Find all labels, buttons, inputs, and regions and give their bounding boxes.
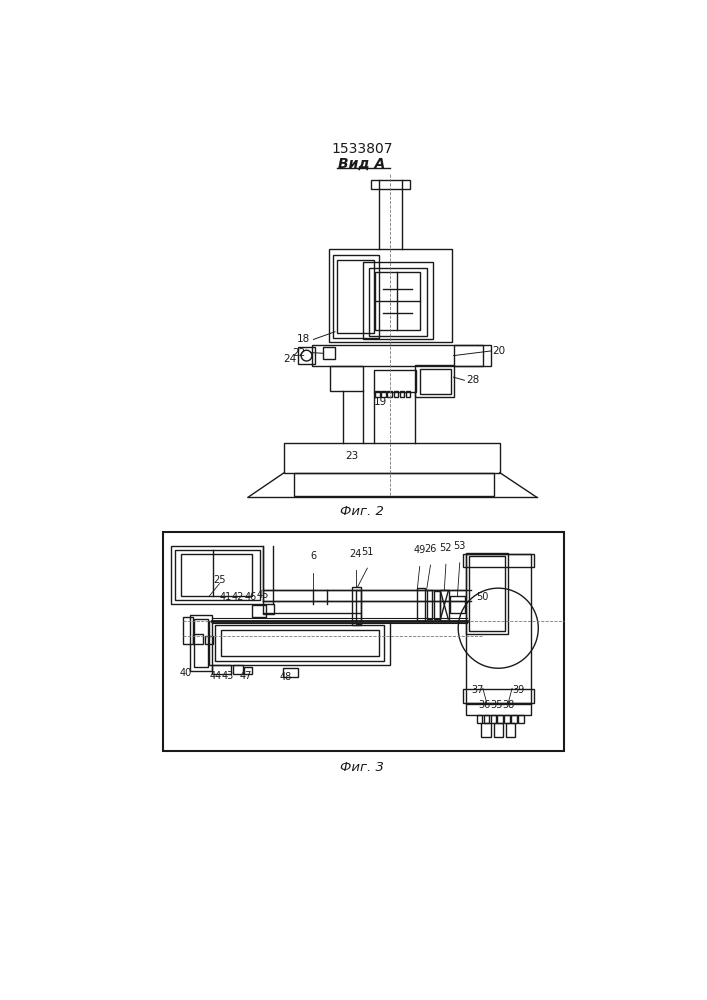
Bar: [417, 588, 425, 620]
Bar: [163, 532, 563, 751]
Text: 49: 49: [414, 545, 426, 555]
Bar: [363, 262, 433, 339]
Bar: [491, 715, 496, 723]
Bar: [518, 715, 524, 723]
Bar: [463, 689, 534, 703]
Text: Фиг. 2: Фиг. 2: [340, 505, 384, 518]
Bar: [511, 715, 517, 723]
Bar: [381, 391, 386, 397]
Bar: [426, 590, 432, 619]
Text: 47: 47: [240, 671, 252, 681]
Bar: [399, 391, 404, 397]
Text: 26: 26: [424, 544, 437, 554]
Text: 44: 44: [209, 671, 222, 681]
Bar: [194, 619, 208, 667]
Bar: [466, 553, 508, 634]
Bar: [440, 590, 449, 620]
Bar: [215, 625, 385, 661]
Bar: [333, 255, 379, 338]
Text: 40: 40: [180, 668, 192, 678]
Bar: [369, 268, 426, 336]
Bar: [356, 590, 361, 624]
Bar: [387, 391, 392, 397]
Text: 23: 23: [345, 451, 358, 461]
Text: 20: 20: [492, 346, 506, 356]
Text: Вид A: Вид A: [339, 157, 385, 171]
Text: 6: 6: [310, 551, 317, 561]
Text: 53: 53: [454, 541, 466, 551]
Bar: [466, 703, 532, 715]
Text: 46: 46: [244, 592, 257, 602]
Bar: [329, 249, 452, 342]
Bar: [504, 715, 510, 723]
Bar: [420, 369, 450, 394]
Text: Фиг. 3: Фиг. 3: [340, 761, 384, 774]
Bar: [493, 723, 503, 737]
Bar: [481, 723, 491, 737]
Bar: [484, 715, 489, 723]
Text: 50: 50: [477, 592, 489, 602]
Text: 28: 28: [466, 375, 479, 385]
Bar: [212, 665, 231, 674]
Bar: [171, 546, 264, 604]
Bar: [454, 345, 491, 366]
Bar: [294, 473, 494, 496]
Text: 39: 39: [512, 685, 525, 695]
Bar: [450, 596, 465, 613]
Bar: [175, 550, 259, 600]
Bar: [330, 366, 363, 391]
Bar: [352, 587, 361, 625]
Bar: [190, 615, 212, 671]
Bar: [469, 556, 506, 631]
Bar: [337, 260, 373, 333]
Bar: [252, 605, 266, 617]
Bar: [181, 554, 252, 596]
Bar: [233, 665, 243, 674]
Bar: [406, 391, 411, 397]
Bar: [477, 715, 482, 723]
Text: 37: 37: [472, 685, 484, 695]
Bar: [433, 591, 440, 619]
Bar: [192, 634, 204, 644]
Text: 42: 42: [232, 592, 244, 602]
Bar: [373, 370, 416, 392]
Text: 22: 22: [293, 348, 305, 358]
Bar: [264, 604, 274, 614]
Bar: [312, 345, 483, 366]
Bar: [375, 391, 380, 397]
Text: 18: 18: [296, 334, 310, 344]
Bar: [209, 620, 390, 665]
Bar: [182, 617, 193, 644]
Text: 25: 25: [214, 575, 226, 585]
Bar: [394, 391, 398, 397]
Bar: [463, 554, 534, 567]
Text: 48: 48: [279, 672, 292, 682]
Bar: [205, 636, 213, 644]
Bar: [506, 723, 515, 737]
Text: 35: 35: [491, 700, 503, 710]
Text: 51: 51: [361, 547, 373, 557]
Text: 45: 45: [257, 590, 269, 600]
Bar: [284, 443, 500, 473]
Bar: [466, 554, 532, 704]
Bar: [283, 668, 298, 677]
Bar: [221, 630, 379, 656]
Text: 19: 19: [373, 397, 387, 407]
Text: 52: 52: [440, 543, 452, 553]
Text: 1533807: 1533807: [331, 142, 392, 156]
Text: 24: 24: [284, 354, 296, 364]
Bar: [415, 365, 454, 397]
Text: 38: 38: [502, 700, 515, 710]
Bar: [298, 347, 315, 364]
Text: 24: 24: [349, 549, 362, 559]
Bar: [322, 347, 335, 359]
Bar: [375, 272, 420, 330]
Bar: [498, 715, 503, 723]
Text: 43: 43: [221, 671, 233, 681]
Bar: [244, 667, 252, 674]
Text: 36: 36: [478, 700, 491, 710]
Text: 41: 41: [220, 592, 232, 602]
Bar: [371, 180, 409, 189]
